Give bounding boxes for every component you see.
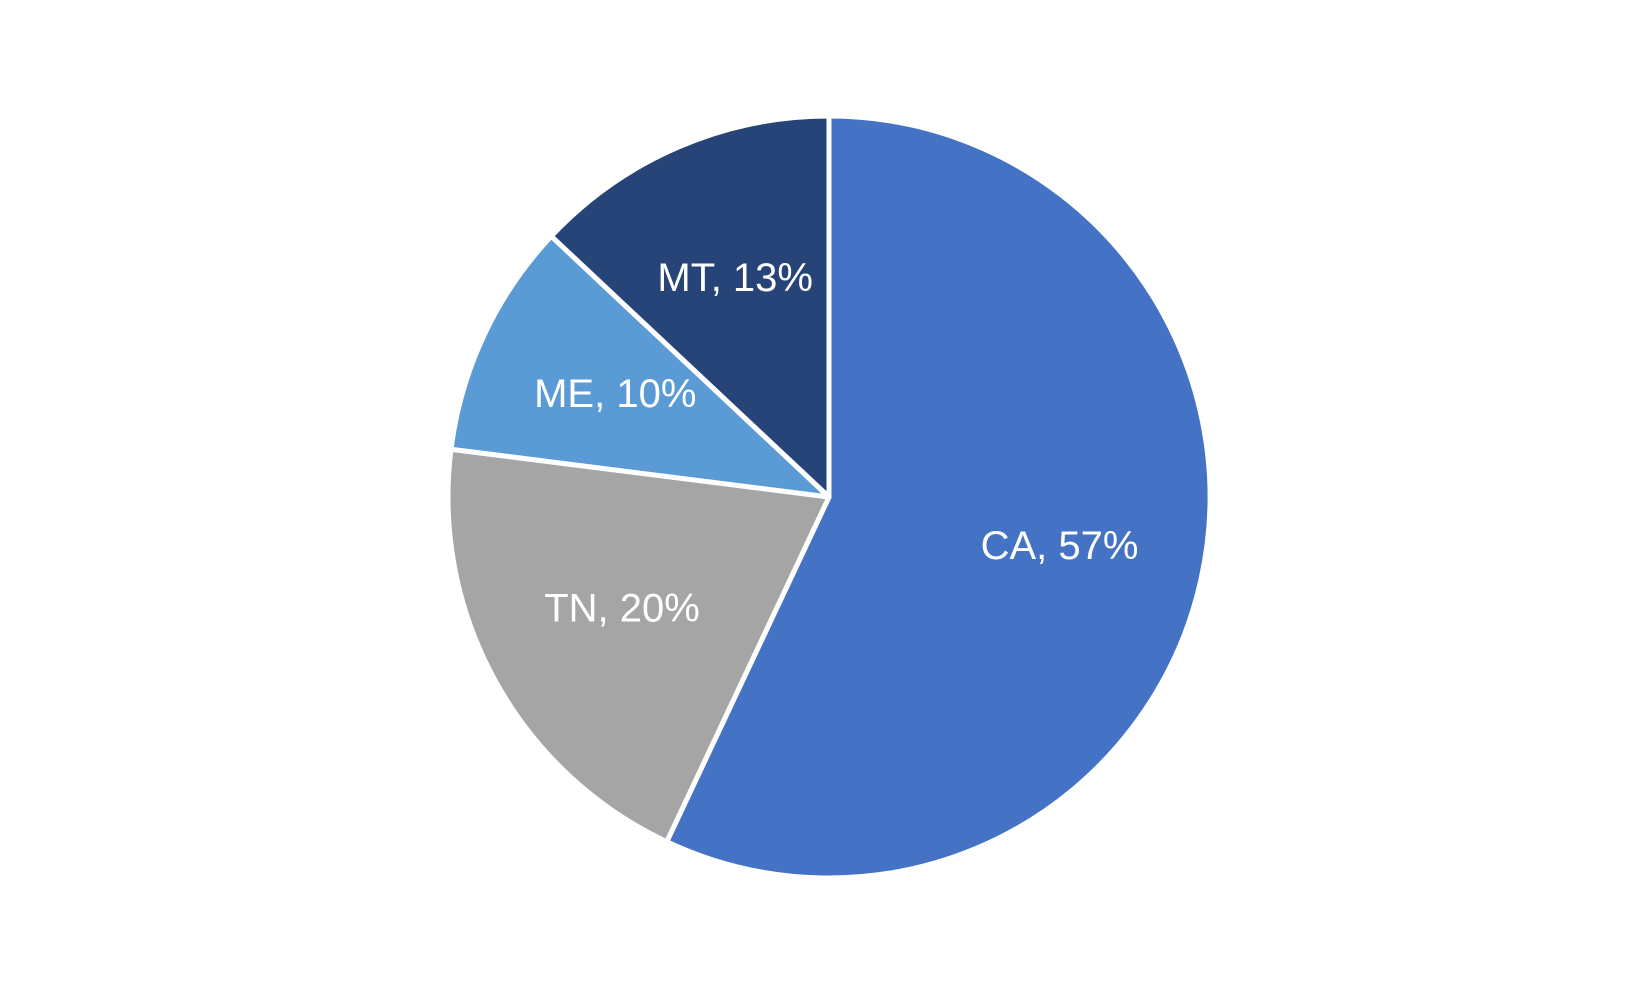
data-label: TN, 20% bbox=[544, 586, 700, 630]
pie-slice bbox=[448, 233, 832, 500]
pie-slice bbox=[664, 113, 1213, 881]
data-label: ME, 10% bbox=[534, 372, 696, 416]
data-label: CA, 57% bbox=[981, 524, 1139, 568]
pie-slice bbox=[548, 113, 832, 500]
pie-slice bbox=[445, 446, 832, 845]
data-label: MT, 13% bbox=[657, 256, 813, 300]
